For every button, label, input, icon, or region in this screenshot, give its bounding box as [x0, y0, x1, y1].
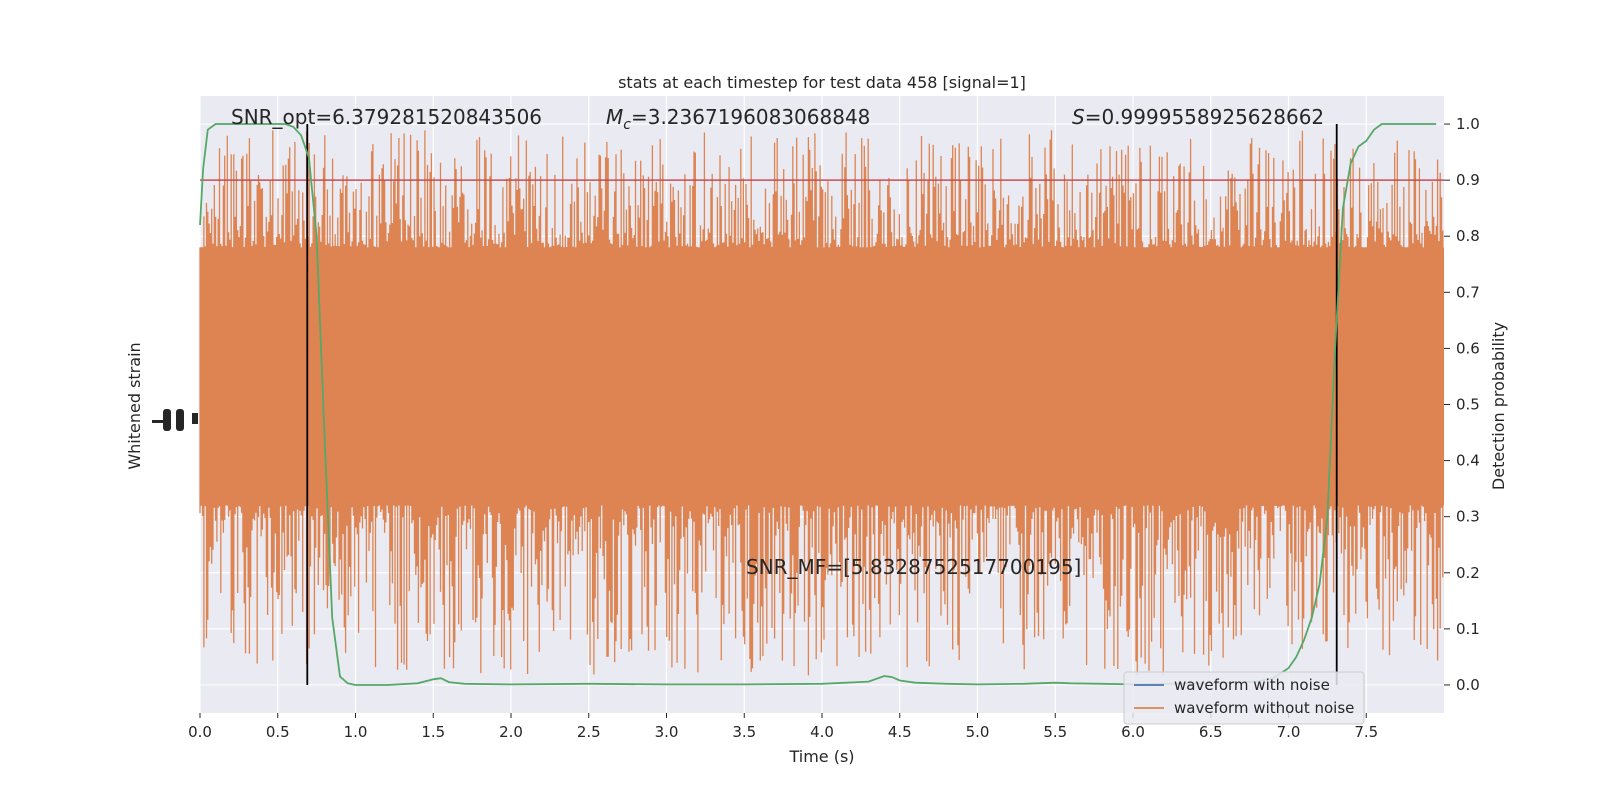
noise-band-spikes: [199, 130, 1444, 676]
x-tick-label-3: 1.5: [421, 723, 445, 741]
x-tick-label-4: 2.0: [499, 723, 523, 741]
y-left-axis-label: Whitened strain: [125, 342, 144, 469]
score-annotation: S=0.9999558925628662: [1072, 105, 1324, 129]
legend-label-without-noise: waveform without noise: [1174, 699, 1354, 717]
x-tick-label-7: 3.5: [732, 723, 756, 741]
legend-label-with-noise: waveform with noise: [1174, 676, 1330, 694]
y-tick-label-5: 0.5: [1456, 396, 1480, 414]
x-tick-label-5: 2.5: [577, 723, 601, 741]
y-right-axis-label: Detection probability: [1489, 322, 1508, 490]
x-tick-label-8: 4.0: [810, 723, 834, 741]
y-right-axis-ticks: 0.0 0.1 0.2 0.3 0.4 0.5 0.6 0.7 0.8 0.9 1.0: [1444, 115, 1480, 694]
detection-probability-line: [199, 123, 1437, 686]
snr-opt-annotation: SNR_opt=6.379281520843506: [231, 105, 542, 129]
y-tick-label-7: 0.7: [1456, 283, 1480, 301]
chart-title: stats at each timestep for test data 458…: [618, 73, 1026, 92]
y-tick-label-1: 0.1: [1456, 620, 1480, 638]
y-tick-label-6: 0.6: [1456, 339, 1480, 357]
y-tick-label-2: 0.2: [1456, 564, 1480, 582]
y-tick-label-4: 0.4: [1456, 452, 1480, 470]
left-axis-tick-cluster: [152, 409, 198, 431]
y-tick-label-0: 0.0: [1456, 676, 1480, 694]
x-tick-label-9: 4.5: [888, 723, 912, 741]
waveform-without-noise-series: [199, 130, 1444, 676]
y-tick-label-8: 0.8: [1456, 227, 1480, 245]
x-tick-label-10: 5.0: [966, 723, 990, 741]
x-tick-label-1: 0.5: [266, 723, 290, 741]
snr-mf-annotation: SNR_MF=[5.8328752517700195]: [746, 555, 1081, 579]
chirp-mass-annotation: Mc=3.2367196083068848: [606, 105, 870, 133]
x-tick-label-2: 1.0: [344, 723, 368, 741]
y-tick-label-10: 1.0: [1456, 115, 1480, 133]
x-tick-label-13: 6.5: [1199, 723, 1223, 741]
y-tick-label-3: 0.3: [1456, 508, 1480, 526]
y-tick-label-9: 0.9: [1456, 171, 1480, 189]
x-tick-label-15: 7.5: [1354, 723, 1378, 741]
x-tick-label-14: 7.0: [1277, 723, 1301, 741]
legend: waveform with noise waveform without noi…: [1123, 671, 1365, 725]
x-axis-ticks: 0.0 0.5 1.0 1.5 2.0 2.5 3.0 3.5 4.0 4.5 5.0 5.5 6.0 6…: [188, 713, 1378, 741]
x-tick-label-6: 3.0: [655, 723, 679, 741]
x-axis-label: Time (s): [788, 747, 854, 766]
x-tick-label-0: 0.0: [188, 723, 212, 741]
vertical-markers: [306, 124, 1338, 685]
x-tick-label-12: 6.0: [1121, 723, 1145, 741]
x-tick-label-11: 5.5: [1043, 723, 1067, 741]
